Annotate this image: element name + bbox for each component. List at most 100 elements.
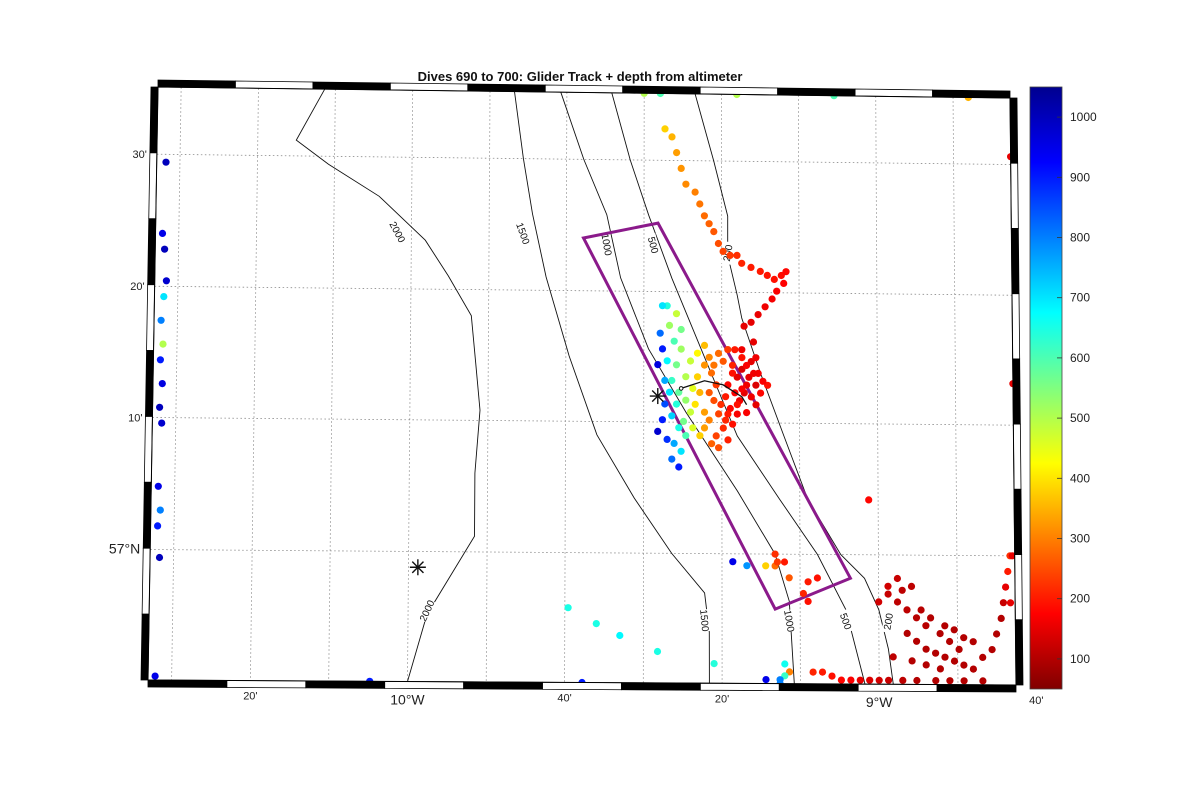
contour-label-bg [514, 221, 532, 246]
depth-point [672, 310, 681, 318]
depth-point [724, 436, 732, 444]
depth-point [922, 661, 930, 669]
depth-point [893, 574, 902, 583]
depth-point [158, 419, 166, 427]
frame-bottom-segment [147, 679, 228, 688]
frame-right-segment [1014, 619, 1024, 686]
frame-bottom-segment [305, 680, 386, 689]
depth-point [743, 409, 751, 417]
depth-point [658, 416, 667, 424]
depth-point [922, 645, 930, 653]
depth-point [917, 606, 925, 614]
depth-point [710, 396, 718, 405]
depth-point [1008, 552, 1016, 560]
depth-point [708, 440, 716, 448]
contour-line-500 [611, 92, 866, 685]
depth-point [159, 340, 167, 348]
y-tick-label: 20' [130, 281, 144, 293]
depth-point [700, 341, 709, 349]
depth-point [768, 295, 776, 303]
depth-point [668, 455, 676, 463]
depth-point [764, 381, 772, 389]
colorbar-gradient [1029, 86, 1063, 690]
depth-point [969, 665, 978, 673]
depth-point [672, 361, 681, 369]
depth-point [691, 188, 699, 196]
depth-point [673, 149, 681, 157]
x-axis-ticks: 20' 10°W 40' 20' 9°W 40' [243, 691, 1043, 711]
depth-point [733, 401, 741, 409]
depth-point [913, 637, 921, 645]
asterisk-stroke [411, 561, 424, 574]
depth-point [707, 369, 716, 377]
depth-point [907, 582, 916, 591]
frame-bottom-segment [621, 682, 701, 691]
depth-point [654, 427, 662, 435]
depth-point [696, 388, 704, 397]
y-tick-label: 57°N [109, 541, 140, 557]
depth-point [747, 263, 755, 271]
depth-point [724, 410, 732, 418]
depth-point [726, 404, 734, 413]
asterisk-east-marker [649, 388, 666, 405]
frame-right-segment [1012, 358, 1021, 425]
grid-meridian [407, 90, 414, 682]
survey-box-outline [581, 221, 853, 612]
depth-point [969, 638, 977, 646]
depth-point [162, 158, 170, 166]
depth-point [733, 410, 741, 418]
depth-point [700, 424, 709, 432]
depth-point [865, 496, 873, 504]
depth-point [719, 357, 727, 365]
depth-point [733, 251, 741, 259]
contour-label-bg [599, 232, 614, 257]
depth-point [682, 432, 690, 440]
depth-point [762, 676, 770, 684]
depth-point [668, 133, 676, 141]
colorbar-tick-label: 700 [1070, 291, 1090, 305]
depth-point [960, 634, 968, 642]
depth-point [679, 417, 688, 425]
glider-track-start [678, 386, 684, 391]
depth-point [932, 649, 940, 657]
depth-point [710, 361, 718, 369]
depth-point [728, 361, 737, 369]
depth-point [1006, 599, 1015, 607]
depth-point [773, 558, 782, 566]
frame-bottom-segment [226, 680, 307, 689]
depth-point [592, 620, 600, 628]
frame-bottom-segment [936, 684, 1017, 693]
depth-point [932, 677, 940, 685]
depth-point [941, 653, 949, 661]
depth-point [715, 444, 723, 452]
depth-point [782, 268, 790, 276]
frame-right-segment [1014, 554, 1023, 621]
depth-point [675, 424, 683, 432]
depth-point [740, 322, 748, 330]
depth-point [866, 676, 874, 684]
depth-point [700, 408, 709, 416]
depth-point [710, 228, 718, 236]
contour-line-2000 [295, 88, 481, 682]
depth-point [847, 676, 855, 684]
depth-point [955, 645, 963, 654]
depth-point [733, 373, 741, 381]
depth-point [761, 303, 769, 311]
colorbar-tick-label: 1000 [1070, 110, 1097, 124]
depth-point [654, 361, 662, 369]
depth-point [936, 630, 944, 638]
depth-point [705, 353, 713, 361]
contour-label-bg [387, 219, 408, 245]
depth-point [696, 200, 704, 208]
asterisk-west-marker [409, 559, 426, 576]
depth-point [693, 349, 702, 357]
frame-bottom-segment [384, 680, 465, 690]
depth-point [717, 400, 725, 409]
depth-point [160, 293, 168, 301]
depth-point [946, 637, 954, 646]
depth-point [154, 482, 162, 490]
depth-point [686, 408, 695, 416]
depth-point [756, 267, 764, 275]
depth-point [752, 354, 760, 362]
colorbar: 100 200 300 400 500 600 700 800 900 1000 [1029, 86, 1097, 690]
